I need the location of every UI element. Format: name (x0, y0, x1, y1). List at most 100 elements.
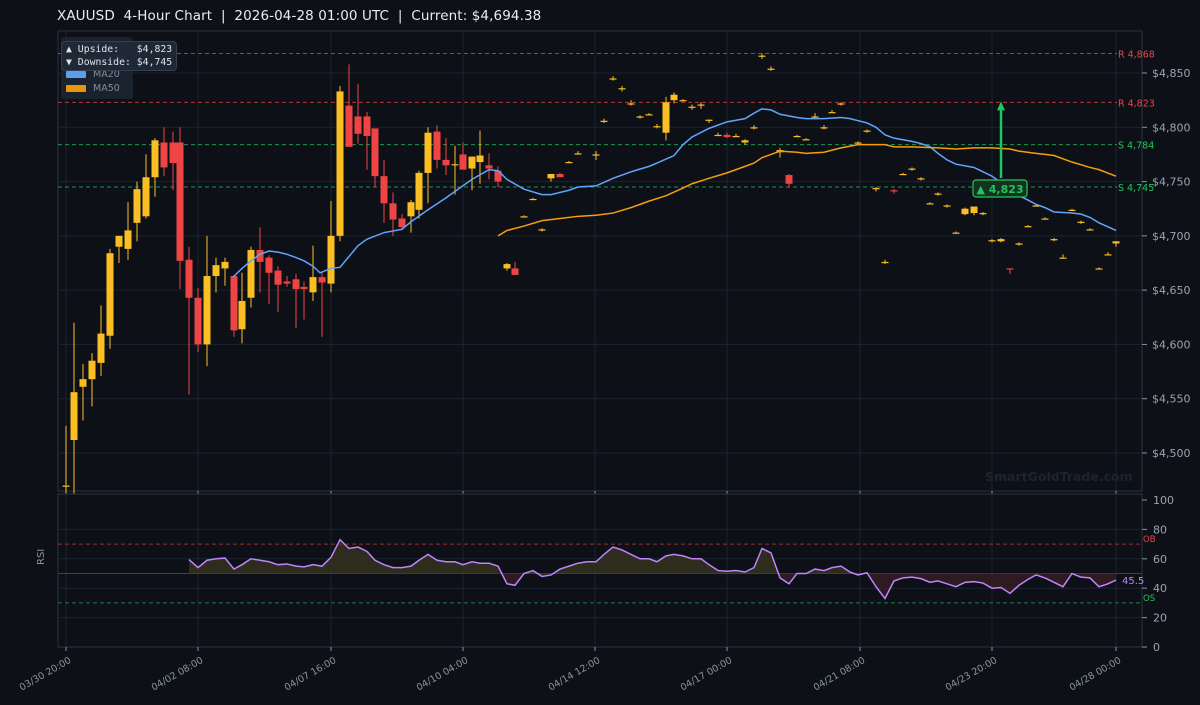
bullish-candle (88, 353, 96, 407)
bearish-candle (556, 172, 564, 178)
candle-body (970, 206, 978, 214)
bullish-candle (538, 228, 546, 232)
bullish-candle (529, 197, 537, 201)
rsi-fill (587, 561, 596, 574)
rsi-fill (1090, 573, 1099, 587)
bullish-candle (468, 156, 476, 191)
support-level-label: S 4,745 (1118, 183, 1154, 194)
y-tick-label: $4,700 (1152, 230, 1191, 243)
bullish-candle (828, 109, 836, 114)
candle-body (679, 100, 687, 102)
bullish-candle (881, 259, 889, 265)
candle-body (863, 130, 871, 132)
candle-body (636, 116, 644, 118)
candle-body (1015, 243, 1023, 245)
rsi-fill (613, 547, 622, 574)
bullish-candle (1015, 242, 1023, 246)
bullish-candle (899, 172, 907, 176)
candle-body (802, 139, 810, 141)
rsi-fill (631, 554, 640, 574)
price-panel: $4,500 $4,550 $4,600 $4,650 $4,700 $4,750 $4,8… (57, 30, 1191, 527)
bullish-candle (741, 139, 749, 145)
bullish-candle (574, 151, 582, 155)
candle-body (415, 172, 423, 210)
candle-body (609, 78, 617, 80)
bullish-candle (961, 207, 969, 216)
rsi-fill (762, 548, 771, 574)
candle-body (371, 128, 379, 177)
bullish-candle (327, 201, 335, 293)
bullish-candle (908, 167, 916, 171)
rsi-fill (1019, 573, 1028, 586)
candle-body (697, 104, 705, 106)
bullish-candle (679, 99, 687, 102)
candle-body (662, 102, 670, 133)
bullish-candle (802, 138, 810, 141)
bearish-candle (380, 159, 388, 223)
bullish-candle (697, 102, 705, 109)
rsi-fill (234, 564, 242, 574)
os-label: OS (1143, 594, 1155, 604)
candle-body (1077, 221, 1085, 223)
rsi-fill (649, 558, 657, 574)
bullish-candle (609, 76, 617, 81)
bearish-candle (292, 273, 300, 329)
support-level-label: S 4,784 (1118, 141, 1154, 152)
bearish-candle (485, 153, 493, 180)
candle-body (79, 379, 87, 387)
bullish-candle (1024, 225, 1032, 228)
rsi-fill (322, 557, 331, 574)
bullish-candle (247, 246, 255, 308)
y-tick-label: 40 (1153, 582, 1167, 595)
legend-item-ma50: MA50 (66, 83, 120, 94)
candle-body (247, 249, 255, 298)
rsi-fill (367, 551, 375, 574)
rsi-fill (189, 559, 198, 574)
y-tick-label: $4,550 (1152, 393, 1191, 406)
candle-body (645, 114, 653, 116)
rsi-fill (894, 573, 903, 581)
bullish-candle (238, 272, 246, 344)
bullish-candle (926, 202, 934, 205)
candle-body (670, 94, 678, 101)
candle-body (327, 235, 335, 284)
candle-body (238, 301, 246, 330)
rsi-fill (1099, 573, 1108, 587)
price-plot-area (57, 30, 1143, 492)
bullish-candle (793, 134, 801, 138)
candle-body (212, 265, 220, 277)
target-arrow-head (997, 101, 1005, 111)
candle-body (997, 239, 1005, 242)
bullish-candle (705, 119, 713, 123)
candle-body (785, 175, 793, 184)
candle-body (494, 170, 502, 182)
candle-body (169, 142, 177, 164)
bullish-candle (1050, 238, 1058, 242)
candle-body (881, 261, 889, 264)
candle-body (653, 126, 661, 128)
rsi-fill (921, 573, 930, 583)
rsi-fill (296, 566, 304, 574)
rsi-fill (622, 549, 631, 574)
candle-body (705, 119, 713, 121)
bullish-candle (1112, 241, 1120, 247)
bullish-candle (151, 138, 159, 197)
ma20-line (232, 108, 1117, 278)
bullish-candle (415, 170, 423, 219)
bullish-candle (503, 263, 511, 271)
candle-body (917, 178, 925, 180)
candle-body (899, 173, 907, 176)
bearish-candle (442, 138, 450, 176)
bullish-candle (600, 118, 608, 123)
bearish-candle (890, 189, 898, 194)
bearish-candle (389, 192, 397, 236)
bearish-candle (494, 166, 502, 187)
y-tick-label: $4,500 (1152, 447, 1191, 460)
candle-body (934, 193, 942, 195)
bullish-candle (106, 248, 114, 349)
bullish-candle (767, 66, 775, 71)
bullish-candle (1041, 217, 1049, 220)
candle-body (943, 205, 951, 207)
candle-body (538, 229, 546, 231)
